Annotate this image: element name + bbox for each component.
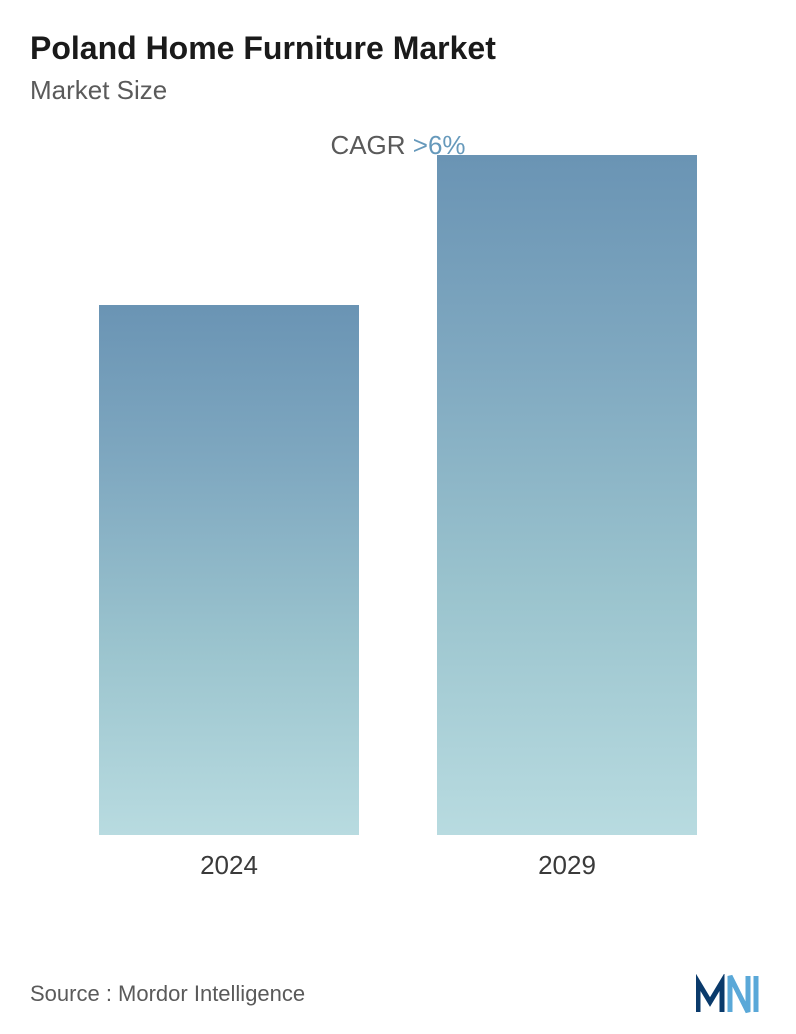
chart-title: Poland Home Furniture Market [30, 30, 766, 67]
footer: Source : Mordor Intelligence [30, 974, 766, 1014]
bar-label-1: 2029 [538, 850, 596, 881]
bar-group-1: 2029 [437, 155, 697, 881]
bar-group-0: 2024 [99, 305, 359, 881]
bar-label-0: 2024 [200, 850, 258, 881]
bar-0 [99, 305, 359, 835]
bar-1 [437, 155, 697, 835]
logo-icon [696, 974, 766, 1014]
source-text: Source : Mordor Intelligence [30, 981, 305, 1007]
cagr-label: CAGR [330, 130, 412, 160]
chart-subtitle: Market Size [30, 75, 766, 106]
chart-area: 2024 2029 [30, 181, 766, 881]
chart-container: Poland Home Furniture Market Market Size… [0, 0, 796, 1034]
